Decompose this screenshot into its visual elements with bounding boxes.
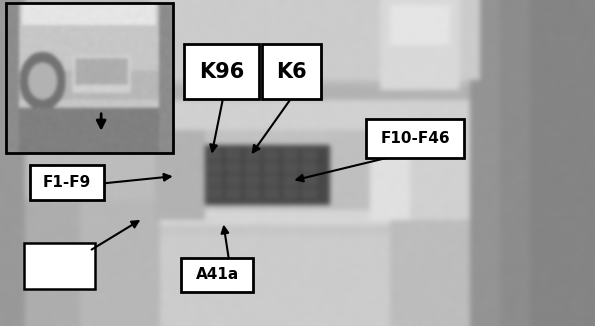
Text: F10-F46: F10-F46 — [380, 131, 450, 146]
Text: K96: K96 — [199, 62, 245, 82]
FancyBboxPatch shape — [184, 44, 259, 99]
Bar — [6, 3, 173, 153]
Text: K6: K6 — [276, 62, 307, 82]
Text: F1-F9: F1-F9 — [43, 175, 91, 190]
Text: A41a: A41a — [196, 267, 239, 282]
FancyBboxPatch shape — [262, 44, 321, 99]
FancyBboxPatch shape — [366, 119, 464, 158]
Bar — [24, 243, 95, 289]
FancyBboxPatch shape — [30, 165, 104, 200]
FancyBboxPatch shape — [181, 258, 253, 292]
